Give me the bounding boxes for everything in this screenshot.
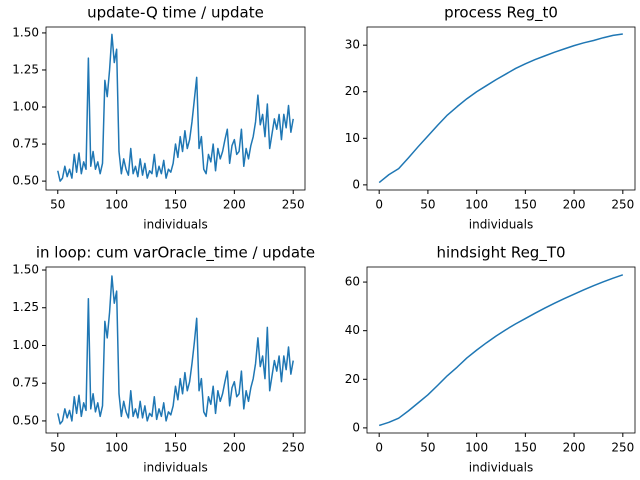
data-line <box>57 275 294 425</box>
x-tick-label: 250 <box>611 441 634 455</box>
data-line <box>378 33 623 184</box>
y-tick-label: 1.50 <box>12 25 39 39</box>
x-tick-label: 200 <box>563 198 586 212</box>
x-axis-label: individuals <box>143 218 208 232</box>
y-tick-label: 0.75 <box>12 137 39 151</box>
data-line <box>57 33 294 182</box>
y-tick-label: 1.50 <box>12 263 39 277</box>
x-tick-label: 250 <box>282 198 305 212</box>
x-tick-label: 250 <box>282 441 305 455</box>
y-tick-label: 0 <box>352 177 360 191</box>
x-tick-label: 200 <box>223 198 246 212</box>
x-tick-label: 0 <box>375 441 383 455</box>
chart-title: in loop: cum varOracle_time / update <box>36 244 315 263</box>
y-tick-label: 1.00 <box>12 100 39 114</box>
y-tick-label: 0.50 <box>12 413 39 427</box>
x-tick-label: 100 <box>465 441 488 455</box>
y-tick-label: 1.25 <box>12 300 39 314</box>
axes-frame <box>366 266 636 434</box>
y-tick-label: 20 <box>345 372 360 386</box>
data-line <box>378 274 624 427</box>
y-tick-label: 60 <box>345 275 360 289</box>
chart-title: process Reg_t0 <box>444 4 558 23</box>
x-tick-label: 150 <box>164 441 187 455</box>
x-axis-label: individuals <box>469 461 534 475</box>
x-tick-label: 100 <box>465 198 488 212</box>
y-tick-label: 1.00 <box>12 338 39 352</box>
x-tick-label: 150 <box>164 198 187 212</box>
y-tick-label: 40 <box>345 323 360 337</box>
x-tick-label: 250 <box>611 198 634 212</box>
x-tick-label: 100 <box>105 198 128 212</box>
y-tick-label: 10 <box>345 131 360 145</box>
y-tick-label: 0.50 <box>12 174 39 188</box>
y-tick-label: 20 <box>345 84 360 98</box>
x-tick-label: 200 <box>563 441 586 455</box>
axes-frame <box>366 26 636 191</box>
x-tick-label: 0 <box>375 198 383 212</box>
x-tick-label: 50 <box>420 441 435 455</box>
y-tick-label: 1.25 <box>12 62 39 76</box>
y-tick-label: 30 <box>345 38 360 52</box>
x-tick-label: 50 <box>50 441 65 455</box>
x-axis-label: individuals <box>143 461 208 475</box>
y-tick-label: 0.75 <box>12 376 39 390</box>
x-tick-label: 100 <box>105 441 128 455</box>
chart-title: update-Q time / update <box>87 4 264 22</box>
x-tick-label: 150 <box>514 198 537 212</box>
x-tick-label: 200 <box>223 441 246 455</box>
x-tick-label: 50 <box>50 198 65 212</box>
y-tick-label: 0 <box>352 420 360 434</box>
x-axis-label: individuals <box>469 218 534 232</box>
x-tick-label: 50 <box>420 198 435 212</box>
x-tick-label: 150 <box>514 441 537 455</box>
chart-title: hindsight Reg_T0 <box>436 244 565 263</box>
axes-frame <box>45 266 306 434</box>
axes-frame <box>45 26 306 191</box>
